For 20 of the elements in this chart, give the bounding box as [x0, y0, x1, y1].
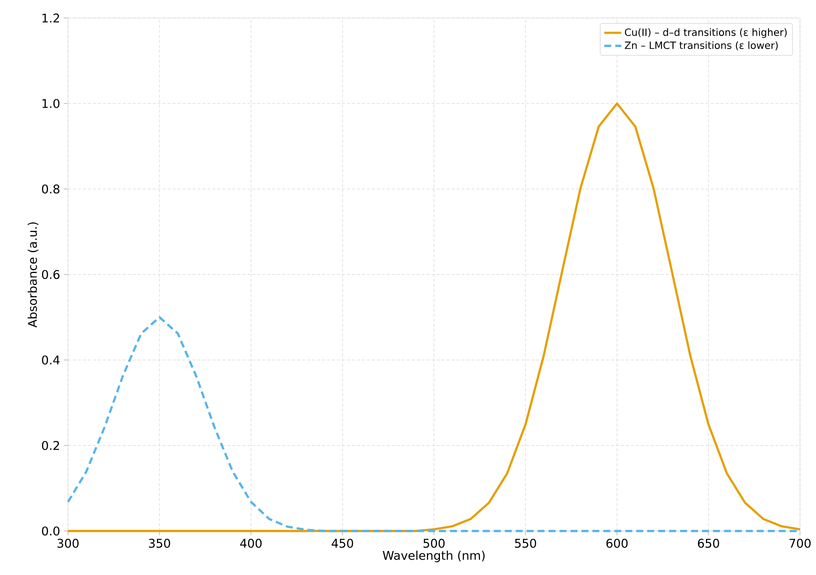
y-axis-title: Absorbance (a.u.) [28, 222, 38, 328]
legend-label: Zn – LMCT transitions (ε lower) [624, 41, 778, 50]
x-tick-label: 700 [790, 538, 811, 548]
y-tick-label: 1.0 [42, 98, 60, 108]
x-tick-label: 650 [698, 538, 720, 548]
x-tick-label: 400 [240, 538, 262, 548]
x-tick-label: 600 [606, 538, 628, 548]
y-tick-label: 0.2 [42, 440, 60, 450]
y-tick-label: 0.0 [42, 526, 60, 536]
y-tick-label: 1.2 [42, 14, 60, 22]
x-tick-label: 350 [148, 538, 170, 548]
x-tick-label: 550 [515, 538, 536, 548]
x-axis-title: Wavelength (nm) [382, 550, 485, 562]
legend-label: Cu(II) – d–d transitions (ε higher) [624, 28, 787, 38]
y-tick-label: 0.6 [42, 270, 60, 280]
y-tick-label: 0.4 [42, 355, 60, 365]
y-tick-label: 0.8 [42, 184, 60, 194]
x-tick-label: 300 [57, 538, 79, 548]
x-tick-label: 500 [424, 538, 445, 548]
x-tick-label: 450 [332, 538, 354, 548]
